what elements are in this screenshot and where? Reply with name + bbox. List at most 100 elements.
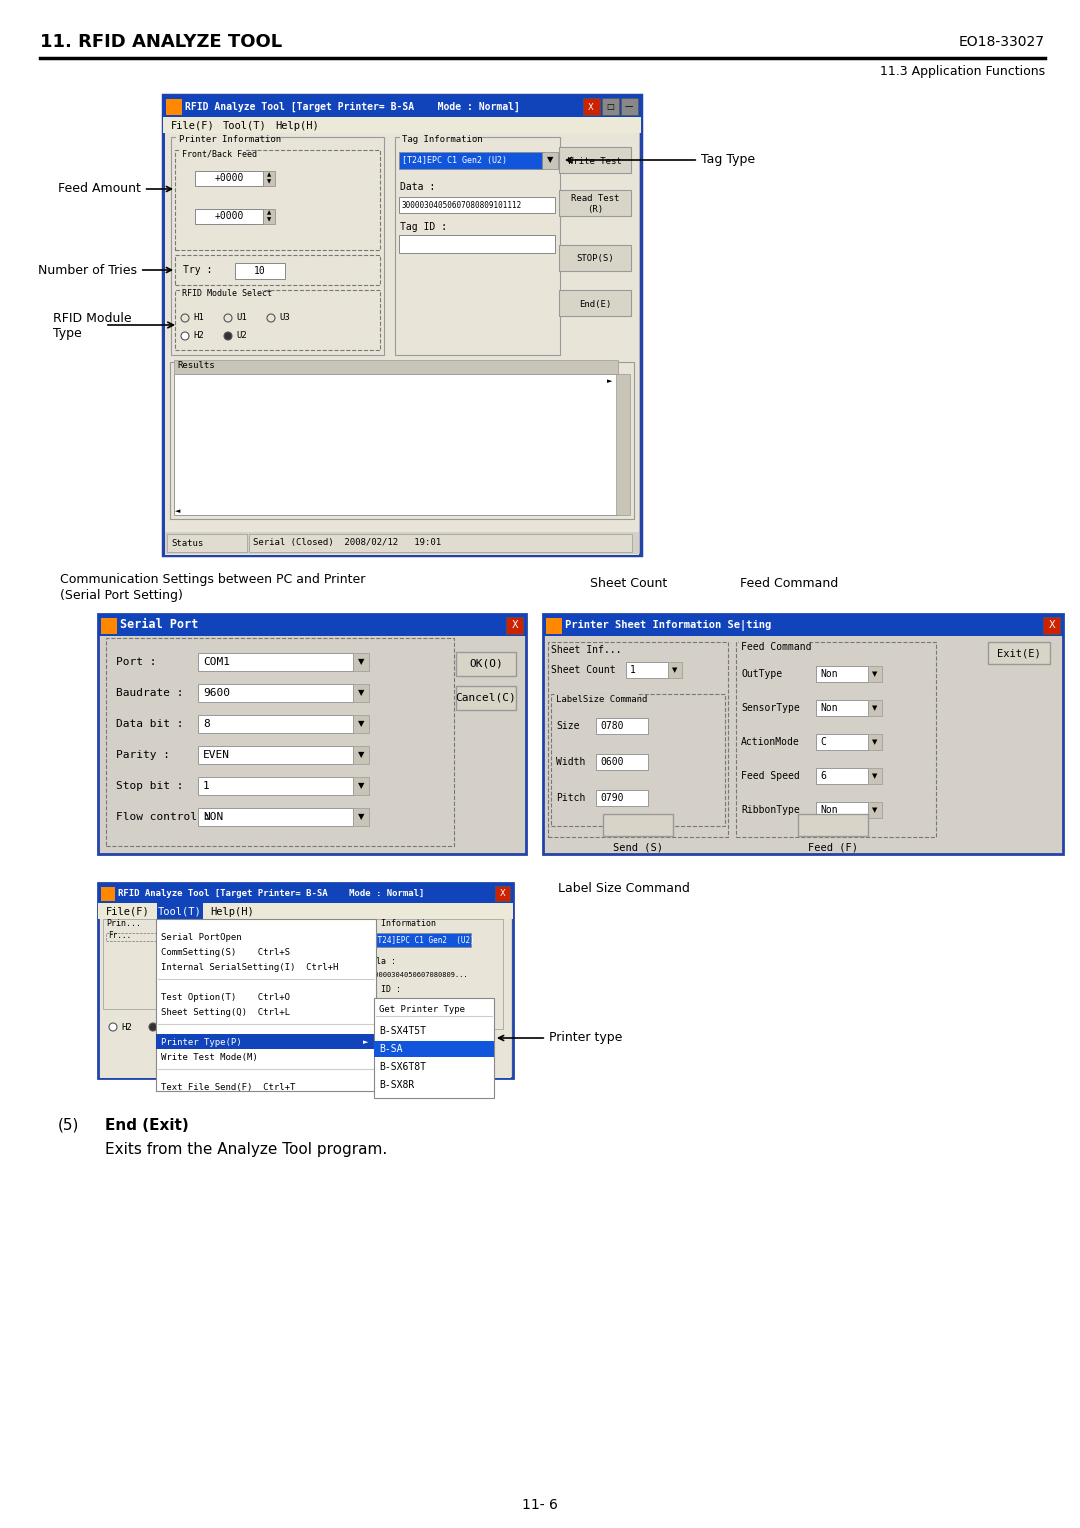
- Text: Printer Information: Printer Information: [179, 136, 281, 145]
- Bar: [198, 778, 353, 795]
- Text: Number of Tries: Number of Tries: [38, 263, 172, 277]
- Text: OK(O): OK(O): [469, 659, 503, 669]
- Bar: [106, 639, 454, 847]
- Bar: [368, 918, 503, 1028]
- Text: X: X: [500, 888, 505, 897]
- Bar: [198, 715, 353, 733]
- Text: (Serial Port Setting): (Serial Port Setting): [60, 588, 183, 602]
- Bar: [374, 998, 494, 1099]
- Bar: [163, 95, 642, 555]
- Bar: [198, 685, 353, 701]
- Text: Pitch: Pitch: [556, 793, 585, 804]
- Bar: [195, 171, 264, 186]
- Text: Data :: Data :: [400, 182, 435, 193]
- Text: Internal SerialSetting(I)  Ctrl+H: Internal SerialSetting(I) Ctrl+H: [161, 963, 338, 972]
- Text: LabelSize Command: LabelSize Command: [556, 695, 647, 703]
- Text: Prin...: Prin...: [106, 920, 141, 929]
- Text: ▼: ▼: [357, 689, 364, 697]
- Text: COM1: COM1: [203, 657, 230, 668]
- Text: Try :: Try :: [183, 264, 213, 275]
- Bar: [175, 290, 380, 350]
- Bar: [163, 118, 642, 133]
- Text: ▼: ▼: [267, 217, 271, 223]
- Bar: [621, 98, 638, 115]
- Text: 1: 1: [203, 781, 210, 792]
- Text: □: □: [606, 102, 613, 112]
- Bar: [559, 189, 631, 215]
- Text: Stop bit :: Stop bit :: [116, 781, 184, 792]
- Bar: [175, 255, 380, 286]
- Bar: [374, 1041, 494, 1057]
- Text: [T24]EPC C1 Gen2  (U2): [T24]EPC C1 Gen2 (U2): [373, 935, 475, 944]
- Text: Flow control :: Flow control :: [116, 811, 211, 822]
- Text: Type: Type: [53, 327, 82, 339]
- Text: Non: Non: [820, 669, 838, 678]
- Bar: [596, 718, 648, 733]
- Circle shape: [224, 332, 232, 341]
- Text: Printer Sheet Information Se|ting: Printer Sheet Information Se|ting: [565, 619, 771, 631]
- Text: Text File Send(F)  Ctrl+T: Text File Send(F) Ctrl+T: [161, 1083, 295, 1093]
- Text: RFID Analyze Tool [Target Printer= B-SA    Mode : Normal]: RFID Analyze Tool [Target Printer= B-SA …: [185, 102, 519, 112]
- Text: ◄: ◄: [175, 507, 180, 513]
- Text: Port :: Port :: [116, 657, 157, 668]
- Bar: [175, 361, 213, 370]
- Text: Read Test
(R): Read Test (R): [571, 194, 619, 214]
- Text: Send (S): Send (S): [613, 842, 663, 853]
- Text: RFID Module: RFID Module: [53, 312, 132, 324]
- Bar: [868, 769, 882, 784]
- Text: ▼: ▼: [267, 179, 271, 185]
- Text: H1: H1: [193, 313, 204, 322]
- Text: Status: Status: [171, 538, 203, 547]
- Bar: [353, 746, 369, 764]
- Bar: [548, 642, 728, 837]
- Text: Exit(E): Exit(E): [997, 648, 1041, 659]
- Circle shape: [181, 332, 189, 341]
- Bar: [559, 244, 631, 270]
- Bar: [559, 147, 631, 173]
- Text: Feed Command: Feed Command: [740, 578, 838, 590]
- Text: 0780: 0780: [600, 721, 623, 730]
- Text: ▼: ▼: [357, 750, 364, 759]
- Bar: [198, 808, 353, 827]
- Bar: [399, 197, 555, 212]
- Text: 9600: 9600: [203, 688, 230, 698]
- Text: (5): (5): [58, 1118, 79, 1132]
- Bar: [175, 150, 380, 251]
- Bar: [988, 642, 1050, 665]
- Bar: [395, 138, 561, 354]
- Text: EO18-33027: EO18-33027: [959, 35, 1045, 49]
- Text: g ID :: g ID :: [372, 984, 401, 993]
- Text: B-SX8R: B-SX8R: [379, 1080, 415, 1089]
- Text: ►: ►: [607, 377, 612, 384]
- Text: U2: U2: [161, 1022, 172, 1031]
- Text: X: X: [1049, 620, 1055, 630]
- Text: Serial Port: Serial Port: [120, 619, 199, 631]
- Bar: [602, 98, 619, 115]
- Text: Cancel(C): Cancel(C): [456, 694, 516, 703]
- Bar: [583, 98, 600, 115]
- Text: Feed Command: Feed Command: [741, 642, 811, 652]
- Text: Fr...: Fr...: [108, 932, 131, 941]
- Bar: [353, 808, 369, 827]
- Bar: [798, 814, 868, 836]
- Text: Results: Results: [177, 361, 215, 370]
- Text: Sheet Count: Sheet Count: [551, 665, 616, 675]
- Text: Printer type: Printer type: [499, 1031, 622, 1045]
- Text: Tool(T): Tool(T): [222, 121, 267, 131]
- Bar: [551, 694, 725, 827]
- Bar: [106, 934, 166, 941]
- Bar: [603, 814, 673, 836]
- Text: Sheet Setting(Q)  Ctrl+L: Sheet Setting(Q) Ctrl+L: [161, 1008, 291, 1018]
- Bar: [100, 918, 511, 1077]
- Text: SensorType: SensorType: [741, 703, 800, 714]
- Text: 0790: 0790: [600, 793, 623, 804]
- Text: ▼: ▼: [357, 720, 364, 729]
- Bar: [249, 533, 632, 552]
- Text: H2: H2: [121, 1022, 132, 1031]
- Text: X: X: [512, 620, 518, 630]
- Bar: [156, 918, 376, 1091]
- Bar: [156, 1034, 376, 1050]
- Text: ►: ►: [363, 1039, 368, 1045]
- Bar: [98, 614, 526, 854]
- Text: g Information: g Information: [372, 920, 436, 929]
